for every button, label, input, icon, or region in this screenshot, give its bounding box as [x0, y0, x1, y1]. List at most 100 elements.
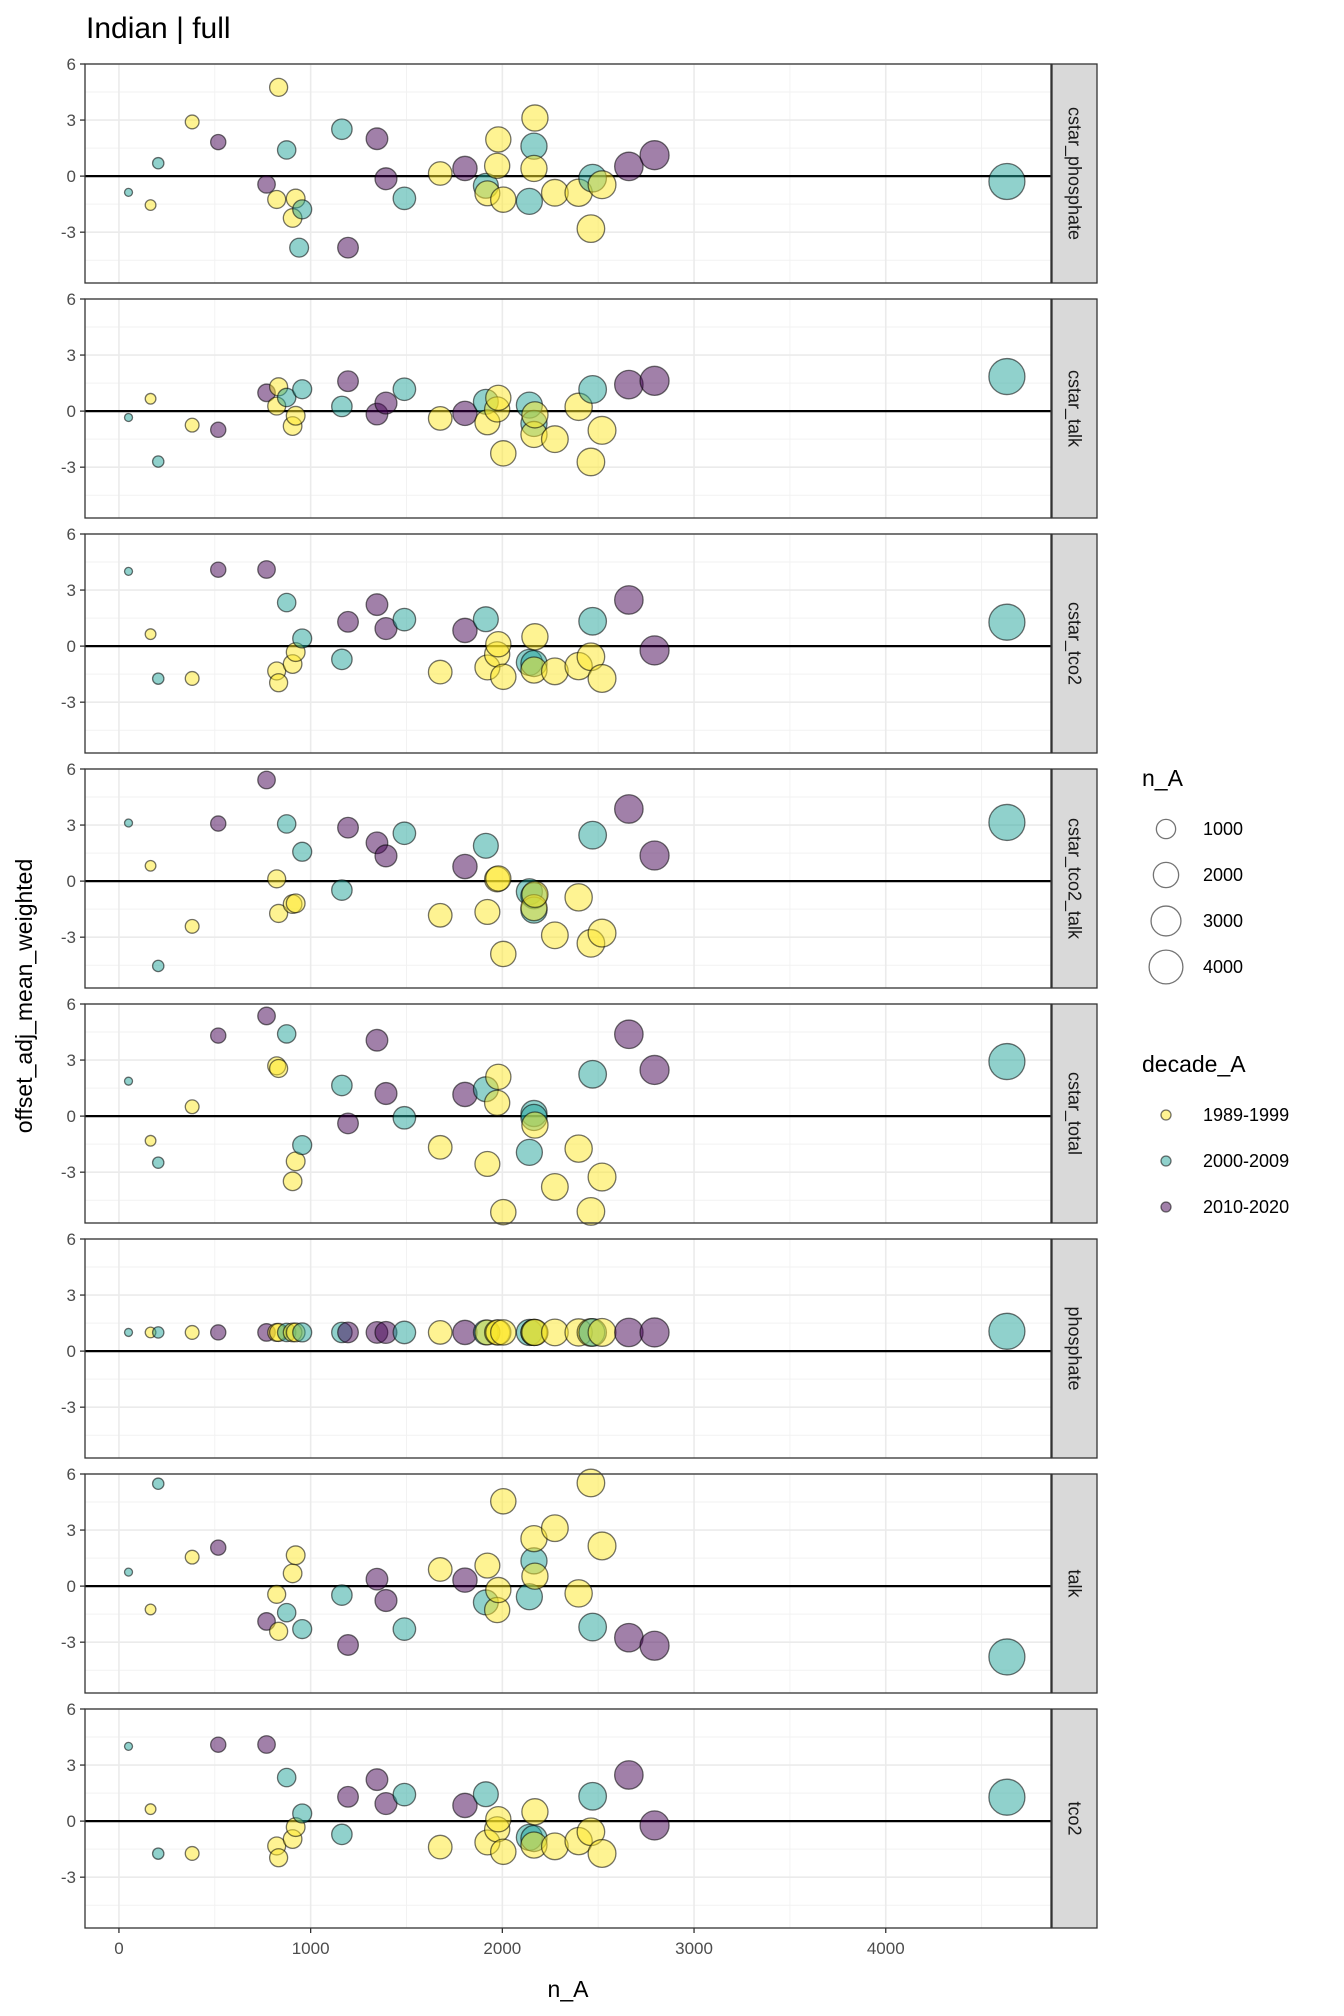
data-point	[474, 898, 501, 926]
y-tick-label: 0	[67, 872, 76, 891]
data-point	[489, 440, 517, 467]
legend-color-label: 1989-1999	[1203, 1105, 1289, 1125]
data-point	[521, 1111, 549, 1139]
facet-strip-label: cstar_tco2	[1064, 602, 1085, 685]
data-point	[578, 606, 608, 636]
data-point	[521, 880, 549, 909]
data-point	[489, 1319, 517, 1346]
facet-strip-label: cstar_tco2_talk	[1064, 818, 1085, 940]
y-tick-label: 3	[67, 111, 76, 130]
legend-color-title: decade_A	[1142, 1051, 1246, 1077]
legend-size-label: 2000	[1203, 865, 1243, 885]
panel-background	[85, 1709, 1051, 1928]
y-tick-label: 6	[67, 525, 76, 544]
data-point	[365, 127, 389, 151]
panel-background	[85, 1239, 1051, 1458]
data-point	[374, 1588, 398, 1613]
data-point	[337, 816, 359, 839]
data-point	[289, 237, 310, 258]
data-point	[452, 1567, 478, 1593]
data-point	[578, 1781, 608, 1811]
data-point	[123, 187, 134, 198]
data-point	[292, 1803, 313, 1824]
y-tick-label: 0	[67, 637, 76, 656]
data-point	[614, 369, 644, 400]
facet-panel: -3 0 3 6 talk	[61, 1465, 1098, 1694]
y-tick-label: 6	[67, 1465, 76, 1484]
data-point	[144, 392, 157, 405]
data-point	[268, 77, 289, 98]
data-point	[184, 114, 200, 130]
data-point	[427, 405, 453, 431]
data-point	[988, 1312, 1026, 1350]
x-tick-label: 3000	[675, 1939, 713, 1958]
y-tick-label: 6	[67, 1700, 76, 1719]
data-point	[209, 133, 227, 151]
data-point	[267, 189, 287, 210]
data-point	[452, 155, 478, 182]
x-axis: 0 1000 2000 3000 4000	[114, 1928, 905, 1958]
data-point	[337, 1785, 359, 1808]
data-point	[257, 1735, 276, 1754]
data-point	[521, 623, 549, 651]
facet-strip-label: phosphate	[1065, 1306, 1085, 1390]
facet-strip	[1051, 533, 1098, 754]
data-point	[564, 1579, 593, 1608]
data-point	[123, 1327, 134, 1338]
data-point	[988, 1638, 1026, 1676]
data-point	[337, 1634, 359, 1656]
data-point	[988, 803, 1026, 842]
y-tick-label: 6	[67, 760, 76, 779]
facet-strip-label: cstar_phosphate	[1064, 107, 1085, 240]
data-point	[123, 412, 134, 423]
data-point	[427, 1834, 453, 1860]
data-point	[578, 1059, 608, 1089]
legend-size-label: 3000	[1203, 911, 1243, 931]
data-point	[472, 606, 499, 633]
data-point	[209, 1539, 227, 1556]
data-point	[639, 1054, 670, 1086]
facet-strip	[1051, 768, 1098, 989]
data-point	[292, 628, 313, 649]
data-point	[639, 1810, 670, 1841]
legend-size-title: n_A	[1142, 765, 1184, 791]
facet-strip-label: tco2	[1065, 1801, 1085, 1835]
data-point	[587, 170, 617, 200]
data-point	[485, 126, 512, 153]
data-point	[276, 387, 297, 408]
data-point	[614, 1019, 644, 1050]
facet-strip	[1051, 1238, 1098, 1459]
data-point	[292, 1618, 313, 1640]
data-point	[365, 1567, 389, 1591]
data-point	[276, 814, 297, 834]
data-point	[540, 1832, 569, 1861]
y-tick-label: 3	[67, 1286, 76, 1305]
data-point	[540, 1514, 569, 1543]
data-point	[123, 1567, 134, 1577]
facet-panel: -3 0 3 6 cstar_tco2_talk	[61, 760, 1098, 989]
data-point	[483, 152, 511, 180]
data-point	[331, 1074, 353, 1097]
y-tick-label: 6	[67, 1230, 76, 1249]
data-point	[639, 1630, 670, 1661]
facet-strip	[1051, 1003, 1098, 1224]
legend-size-key	[1148, 949, 1184, 985]
facet-strip-label: talk	[1065, 1569, 1085, 1598]
data-point	[540, 1172, 569, 1201]
data-point	[427, 902, 453, 928]
legend-size-key	[1150, 905, 1182, 937]
data-point	[452, 617, 478, 644]
data-point	[489, 1198, 517, 1226]
data-point	[485, 1063, 512, 1091]
x-tick-label: 4000	[867, 1939, 905, 1958]
data-point	[257, 174, 276, 194]
data-point	[614, 1760, 644, 1790]
data-point	[540, 1318, 569, 1347]
data-point	[268, 673, 289, 693]
legend-color-key	[1160, 1201, 1172, 1213]
data-point	[988, 357, 1026, 396]
facet-panel: -3 0 3 6 cstar_talk	[61, 290, 1098, 519]
data-point	[374, 391, 398, 415]
data-point	[144, 859, 157, 872]
y-tick-label: 0	[67, 1577, 76, 1596]
